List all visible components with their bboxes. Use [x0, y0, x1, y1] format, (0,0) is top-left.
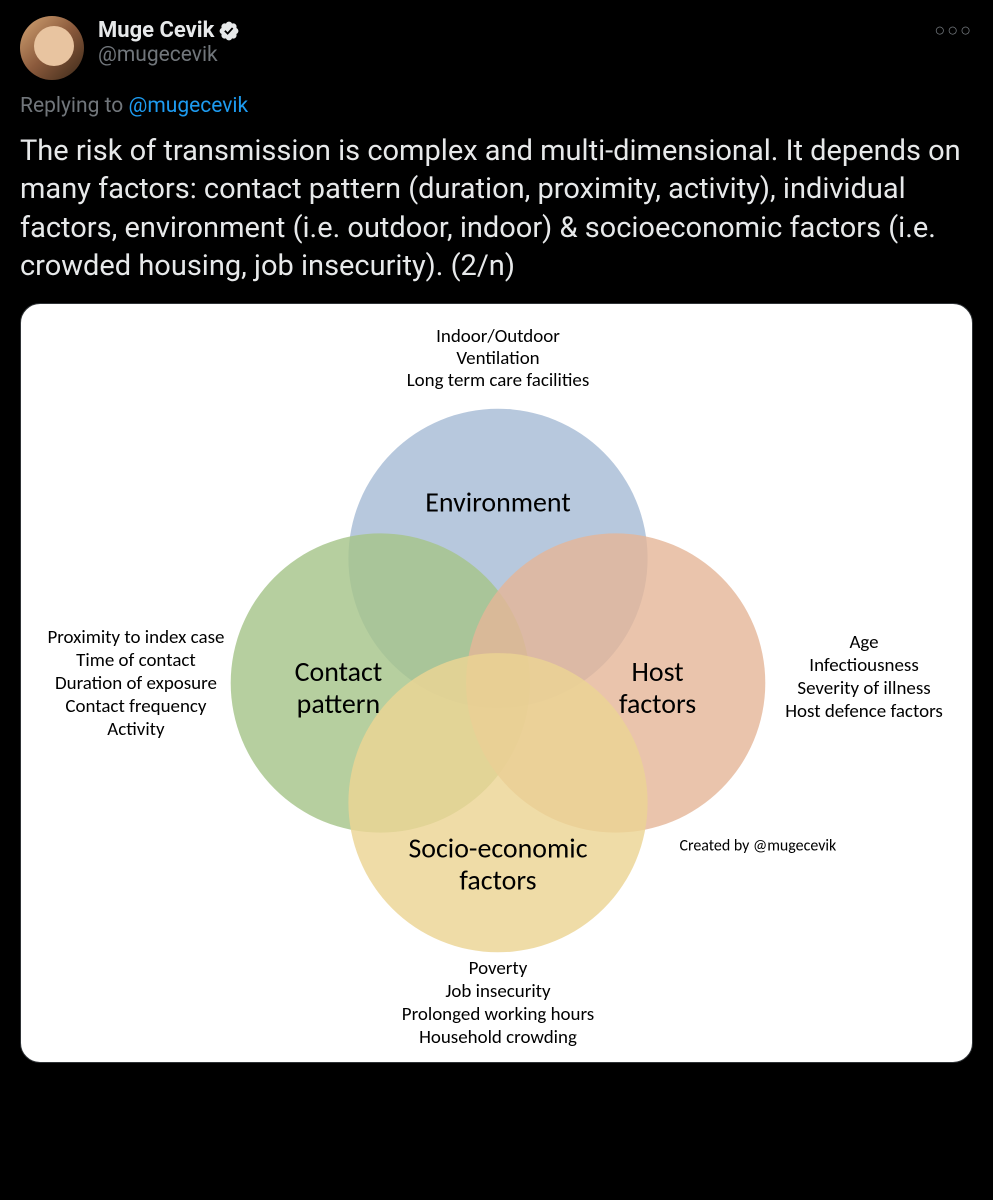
contact-label-2: Time of contact: [76, 649, 196, 672]
socio-label-2: Job insecurity: [445, 980, 551, 1003]
author-block: Muge Cevik @mugecevik: [98, 16, 934, 67]
venn-label-host-2: factors: [619, 687, 696, 721]
env-label-2: Ventilation: [456, 347, 539, 370]
tweet-body: The risk of transmission is complex and …: [20, 132, 973, 285]
socio-label-1: Poverty: [469, 957, 528, 980]
venn-label-host-1: Host: [632, 655, 684, 689]
author-handle[interactable]: @mugecevik: [98, 43, 934, 67]
avatar[interactable]: [20, 16, 84, 80]
venn-label-socio-1: Socio-economic: [408, 832, 587, 866]
venn-label-contact-2: pattern: [297, 687, 380, 721]
contact-label-1: Proximity to index case: [47, 626, 224, 649]
reply-mention-link[interactable]: @mugecevik: [128, 94, 248, 118]
env-label-3: Long term care facilities: [407, 369, 590, 392]
host-label-2: Infectiousness: [809, 654, 918, 677]
venn-label-contact-1: Contact: [295, 655, 383, 689]
reply-context: Replying to @mugecevik: [20, 94, 973, 118]
reply-prefix: Replying to: [20, 94, 128, 118]
venn-circle-bottom: [348, 653, 647, 952]
contact-label-4: Contact frequency: [65, 695, 207, 718]
display-name[interactable]: Muge Cevik: [98, 18, 214, 43]
tweet-header: Muge Cevik @mugecevik ○○○: [20, 16, 973, 80]
host-label-4: Host defence factors: [785, 700, 943, 723]
tweet-media-diagram[interactable]: Environment Contact pattern Host factors…: [20, 303, 973, 1063]
venn-label-socio-2: factors: [459, 864, 536, 898]
verified-badge-icon: [218, 20, 240, 42]
diagram-credit: Created by @mugecevik: [680, 837, 838, 856]
socio-label-3: Prolonged working hours: [402, 1003, 594, 1026]
socio-label-4: Household crowding: [419, 1026, 577, 1049]
host-label-3: Severity of illness: [797, 677, 930, 700]
contact-label-5: Activity: [107, 718, 165, 741]
venn-label-environment: Environment: [425, 486, 570, 520]
more-options-button[interactable]: ○○○: [934, 16, 973, 41]
host-label-1: Age: [849, 631, 878, 654]
author-name-row: Muge Cevik: [98, 18, 934, 43]
env-label-1: Indoor/Outdoor: [436, 325, 560, 348]
contact-label-3: Duration of exposure: [55, 672, 217, 695]
tweet-container: Muge Cevik @mugecevik ○○○ Replying to @m…: [0, 0, 993, 1079]
